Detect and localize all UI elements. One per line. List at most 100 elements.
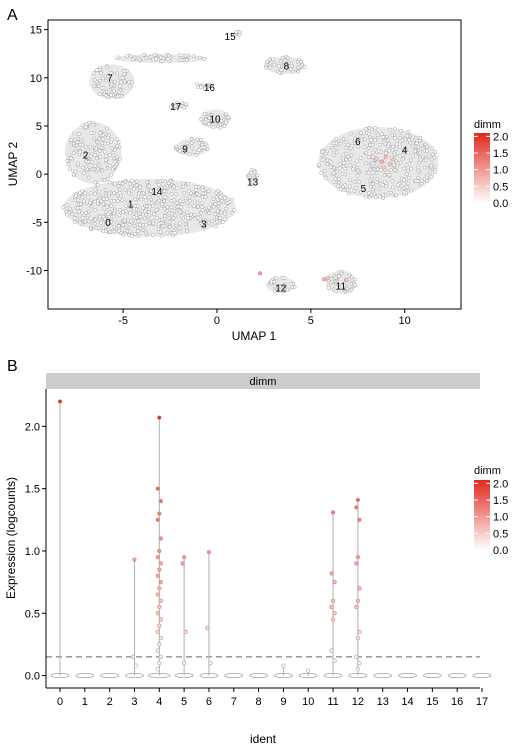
cell-point	[78, 142, 82, 147]
cell-point	[390, 185, 395, 190]
violin-y-tick-label: 1.5	[25, 484, 40, 496]
cell-point	[177, 149, 182, 154]
cell-point	[109, 199, 114, 203]
violin-x-axis-title: ident	[250, 732, 277, 746]
cell-point	[223, 196, 227, 200]
cell-point	[406, 138, 411, 143]
cell-point	[375, 176, 380, 181]
cell-point	[93, 152, 97, 157]
cell-point	[433, 150, 438, 154]
cell-point	[207, 220, 211, 225]
cell-point	[378, 181, 383, 186]
cell-point	[429, 157, 434, 162]
cell-point	[154, 207, 159, 212]
zero-expression-blob	[249, 672, 268, 679]
cell-point	[84, 210, 88, 215]
cell-point	[384, 184, 388, 189]
cell-point	[430, 146, 434, 151]
cell-point	[352, 277, 357, 282]
cluster-region	[61, 178, 236, 238]
cell-point	[296, 69, 301, 74]
violin-y-axis-title: Expression (logcounts)	[4, 477, 18, 599]
cell-point	[97, 92, 102, 97]
cell-expression-point	[57, 399, 63, 404]
cell-point	[109, 203, 114, 208]
cell-point	[108, 71, 113, 75]
cluster-label-17: 17	[170, 102, 182, 113]
cell-point	[100, 168, 105, 173]
cell-point	[393, 136, 397, 140]
cell-point	[77, 209, 82, 214]
cell-point	[184, 144, 189, 149]
cell-expression-point	[157, 604, 162, 610]
cell-point	[202, 145, 207, 150]
violin-x-tick-label: 15	[426, 696, 438, 708]
cell-point	[75, 161, 80, 166]
violin-group-4	[147, 415, 171, 679]
cell-point	[112, 211, 117, 216]
cell-point	[107, 180, 112, 185]
cell-point	[384, 134, 389, 139]
violin-group-0	[50, 399, 70, 679]
cell-point	[138, 223, 142, 227]
cell-point	[364, 161, 369, 166]
cell-point	[121, 223, 125, 227]
cell-point	[302, 65, 307, 69]
cell-point	[195, 137, 200, 142]
cell-point	[200, 201, 205, 205]
cell-point	[96, 84, 101, 89]
cell-point	[352, 189, 357, 193]
cell-point	[124, 204, 128, 208]
cell-point	[183, 196, 188, 201]
cell-point	[200, 194, 205, 199]
cell-expression-point	[157, 511, 162, 516]
cell-point	[373, 126, 378, 130]
cell-point	[344, 140, 349, 145]
cell-point	[199, 211, 204, 216]
cell-point	[196, 204, 200, 209]
cell-point	[87, 219, 92, 224]
cell-expression-point	[157, 660, 162, 666]
cluster-label-13: 13	[247, 177, 259, 188]
cell-point	[74, 213, 79, 217]
cell-point	[70, 212, 74, 217]
cluster-label-0: 0	[105, 218, 111, 229]
violin-y-ticks: 0.0 0.5 1.0 1.5 2.0	[25, 421, 46, 683]
cell-point	[95, 140, 100, 144]
cell-point	[392, 152, 397, 157]
cell-point	[337, 274, 341, 278]
cell-expression-point	[355, 636, 360, 641]
cell-point	[185, 216, 190, 220]
umap-x-ticks: -5 0 5 10	[118, 309, 411, 327]
cell-point	[267, 57, 272, 62]
cell-point	[295, 60, 300, 64]
cell-point	[175, 201, 180, 205]
cell-point	[296, 65, 301, 70]
cell-point	[98, 78, 103, 83]
cell-point	[163, 214, 167, 218]
cell-point	[210, 119, 214, 124]
cell-point	[129, 219, 134, 223]
cell-point	[188, 152, 192, 157]
violin-group-14	[398, 672, 417, 679]
cell-point	[187, 198, 192, 203]
cell-point	[91, 123, 96, 127]
cell-point	[128, 211, 133, 215]
cell-point	[116, 184, 121, 189]
cell-point	[170, 211, 175, 216]
cell-point	[162, 189, 167, 193]
cell-point	[126, 199, 130, 204]
cell-point	[211, 204, 216, 209]
cell-point	[385, 170, 390, 175]
cell-point	[71, 131, 76, 136]
cell-point	[73, 137, 78, 142]
cell-point	[322, 169, 327, 173]
cell-point	[334, 150, 339, 155]
cluster-label-15: 15	[225, 32, 237, 43]
cell-point	[114, 162, 119, 167]
violin-x-ticks: 0 1 2 3 4 5 6 7 8 9 10 11 12 13 14 15 16 17	[57, 688, 488, 708]
cell-point	[362, 145, 367, 149]
cell-point	[429, 163, 434, 168]
cell-point	[332, 153, 337, 157]
cell-expression-point	[158, 636, 163, 641]
